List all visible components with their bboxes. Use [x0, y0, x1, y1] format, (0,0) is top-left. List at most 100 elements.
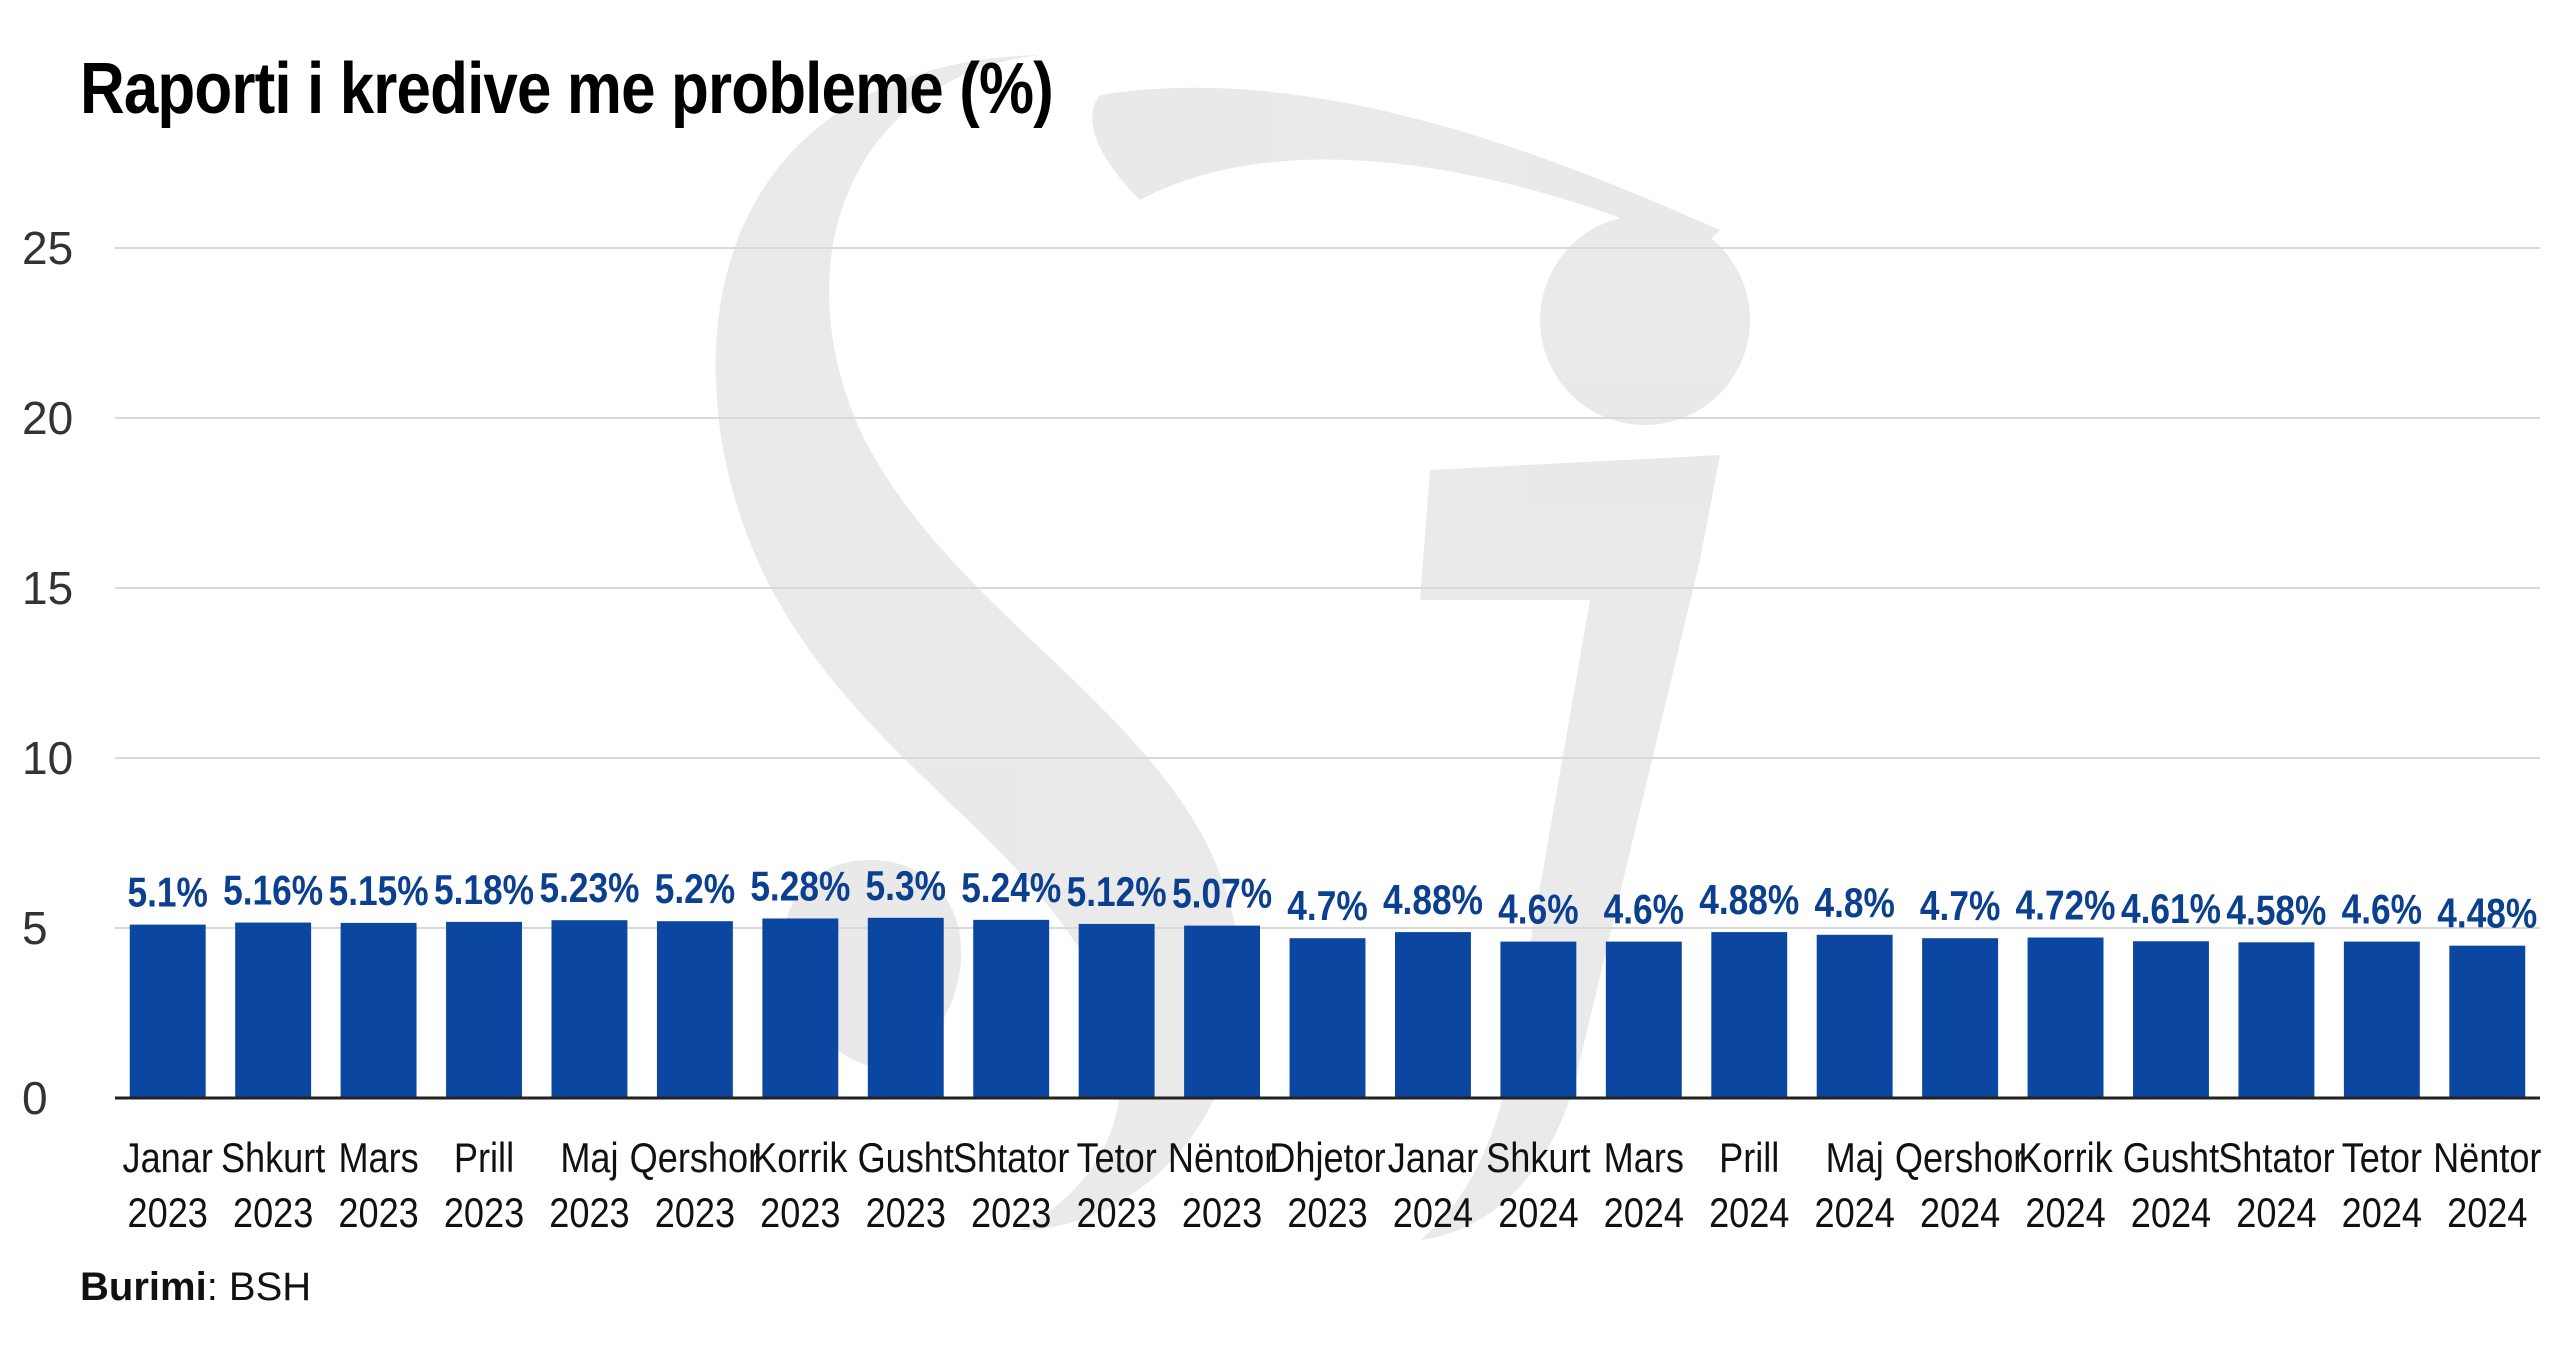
x-tick-label: Maj	[560, 1136, 618, 1182]
y-tick-label: 0	[22, 1072, 48, 1124]
bar	[2133, 941, 2209, 1098]
x-tick-label: Nëntor	[1168, 1136, 1276, 1182]
x-tick-label: 2024	[1498, 1191, 1578, 1237]
x-tick-label: 2023	[128, 1191, 208, 1237]
x-tick-label: 2024	[2236, 1191, 2316, 1237]
data-label: 5.07%	[1172, 871, 1272, 918]
data-label: 5.18%	[434, 867, 534, 914]
bar	[2238, 942, 2315, 1098]
x-tick-label: Prill	[454, 1136, 514, 1182]
data-label: 4.6%	[1604, 887, 1684, 934]
bar	[1184, 925, 1261, 1098]
data-label: 4.8%	[1814, 880, 1894, 927]
x-tick-label: Shkurt	[1486, 1136, 1590, 1182]
bar	[1605, 941, 1682, 1098]
x-tick-label: 2024	[2131, 1191, 2211, 1237]
data-label: 4.7%	[1287, 883, 1367, 930]
x-tick-label: Korrik	[753, 1136, 848, 1182]
data-label: 4.72%	[2016, 883, 2116, 930]
x-tick-label: 2023	[1287, 1191, 1367, 1237]
x-tick-label: 2023	[549, 1191, 629, 1237]
data-label: 5.12%	[1067, 869, 1167, 916]
source-separator: :	[206, 1265, 229, 1309]
bar	[551, 920, 628, 1098]
x-tick-label: 2023	[233, 1191, 313, 1237]
bar	[1394, 932, 1471, 1098]
x-tick-label: Mars	[1604, 1136, 1684, 1182]
data-label: 4.88%	[1383, 877, 1483, 924]
data-label: 5.16%	[223, 868, 323, 915]
x-tick-label: 2023	[1182, 1191, 1262, 1237]
x-tick-label: Prill	[1719, 1136, 1779, 1182]
x-tick-label: Shkurt	[221, 1136, 325, 1182]
data-label: 5.2%	[655, 866, 735, 913]
x-tick-label: 2023	[338, 1191, 418, 1237]
x-tick-label: 2024	[1815, 1191, 1895, 1237]
data-label: 5.3%	[866, 863, 946, 910]
bar	[2027, 937, 2104, 1098]
x-tick-label: Tetor	[1076, 1136, 1156, 1182]
x-tick-label: Qershor	[630, 1136, 760, 1182]
source-label: Burimi	[80, 1265, 207, 1309]
bar	[340, 922, 417, 1098]
x-tick-label: Gusht	[2123, 1136, 2219, 1182]
x-tick-label: 2023	[655, 1191, 735, 1237]
bar	[235, 922, 312, 1098]
data-label: 4.7%	[1920, 883, 2000, 930]
bar	[129, 924, 206, 1098]
x-tick-label: Mars	[338, 1136, 418, 1182]
y-tick-label: 25	[22, 222, 73, 274]
bar	[1078, 923, 1155, 1098]
y-tick-label: 10	[22, 732, 73, 784]
x-tick-label: 2024	[1393, 1191, 1473, 1237]
x-tick-label: Shtator	[2218, 1136, 2334, 1182]
bar	[762, 918, 839, 1098]
x-tick-label: 2023	[444, 1191, 524, 1237]
x-tick-label: 2023	[760, 1191, 840, 1237]
bar	[1711, 932, 1788, 1098]
data-label: 5.15%	[329, 868, 429, 915]
bar	[1289, 938, 1366, 1098]
data-label: 5.24%	[961, 865, 1061, 912]
source-note: Burimi: BSH	[80, 1265, 311, 1310]
data-label: 4.6%	[2342, 887, 2422, 934]
bar	[2449, 945, 2526, 1098]
bar	[1816, 934, 1893, 1098]
data-label: 5.28%	[750, 864, 850, 911]
x-tick-label: 2024	[2342, 1191, 2422, 1237]
x-tick-label: Janar	[1388, 1136, 1478, 1182]
source-value: BSH	[228, 1265, 312, 1309]
x-tick-label: Qershor	[1895, 1136, 2025, 1182]
x-tick-label: Nëntor	[2433, 1136, 2541, 1182]
x-tick-label: Korrik	[2018, 1136, 2113, 1182]
chart-title: Raporti i kredive me probleme (%)	[80, 49, 1054, 129]
x-tick-label: Gusht	[858, 1136, 954, 1182]
bar	[1500, 941, 1577, 1098]
y-tick-label: 20	[22, 392, 73, 444]
x-tick-label: 2023	[1076, 1191, 1156, 1237]
x-tick-label: Tetor	[2342, 1136, 2422, 1182]
x-tick-label: Janar	[123, 1136, 213, 1182]
data-label: 4.48%	[2437, 891, 2537, 938]
x-tick-label: 2024	[2025, 1191, 2105, 1237]
data-label: 5.1%	[128, 870, 208, 917]
bar	[867, 917, 944, 1098]
x-tick-label: Shtator	[953, 1136, 1069, 1182]
x-tick-label: 2023	[866, 1191, 946, 1237]
y-tick-label: 15	[22, 562, 73, 614]
bar	[973, 919, 1050, 1098]
x-tick-label: 2024	[1920, 1191, 2000, 1237]
x-tick-label: 2024	[2447, 1191, 2527, 1237]
x-tick-label: Maj	[1826, 1136, 1884, 1182]
y-tick-label: 5	[22, 902, 48, 954]
bar	[656, 921, 733, 1098]
data-label: 4.88%	[1699, 877, 1799, 924]
bar	[1922, 938, 1999, 1098]
bar	[2343, 941, 2420, 1098]
x-tick-label: 2023	[971, 1191, 1051, 1237]
x-tick-label: 2024	[1709, 1191, 1789, 1237]
bar	[446, 921, 522, 1098]
data-label: 5.23%	[539, 865, 639, 912]
x-tick-label: 2024	[1604, 1191, 1684, 1237]
